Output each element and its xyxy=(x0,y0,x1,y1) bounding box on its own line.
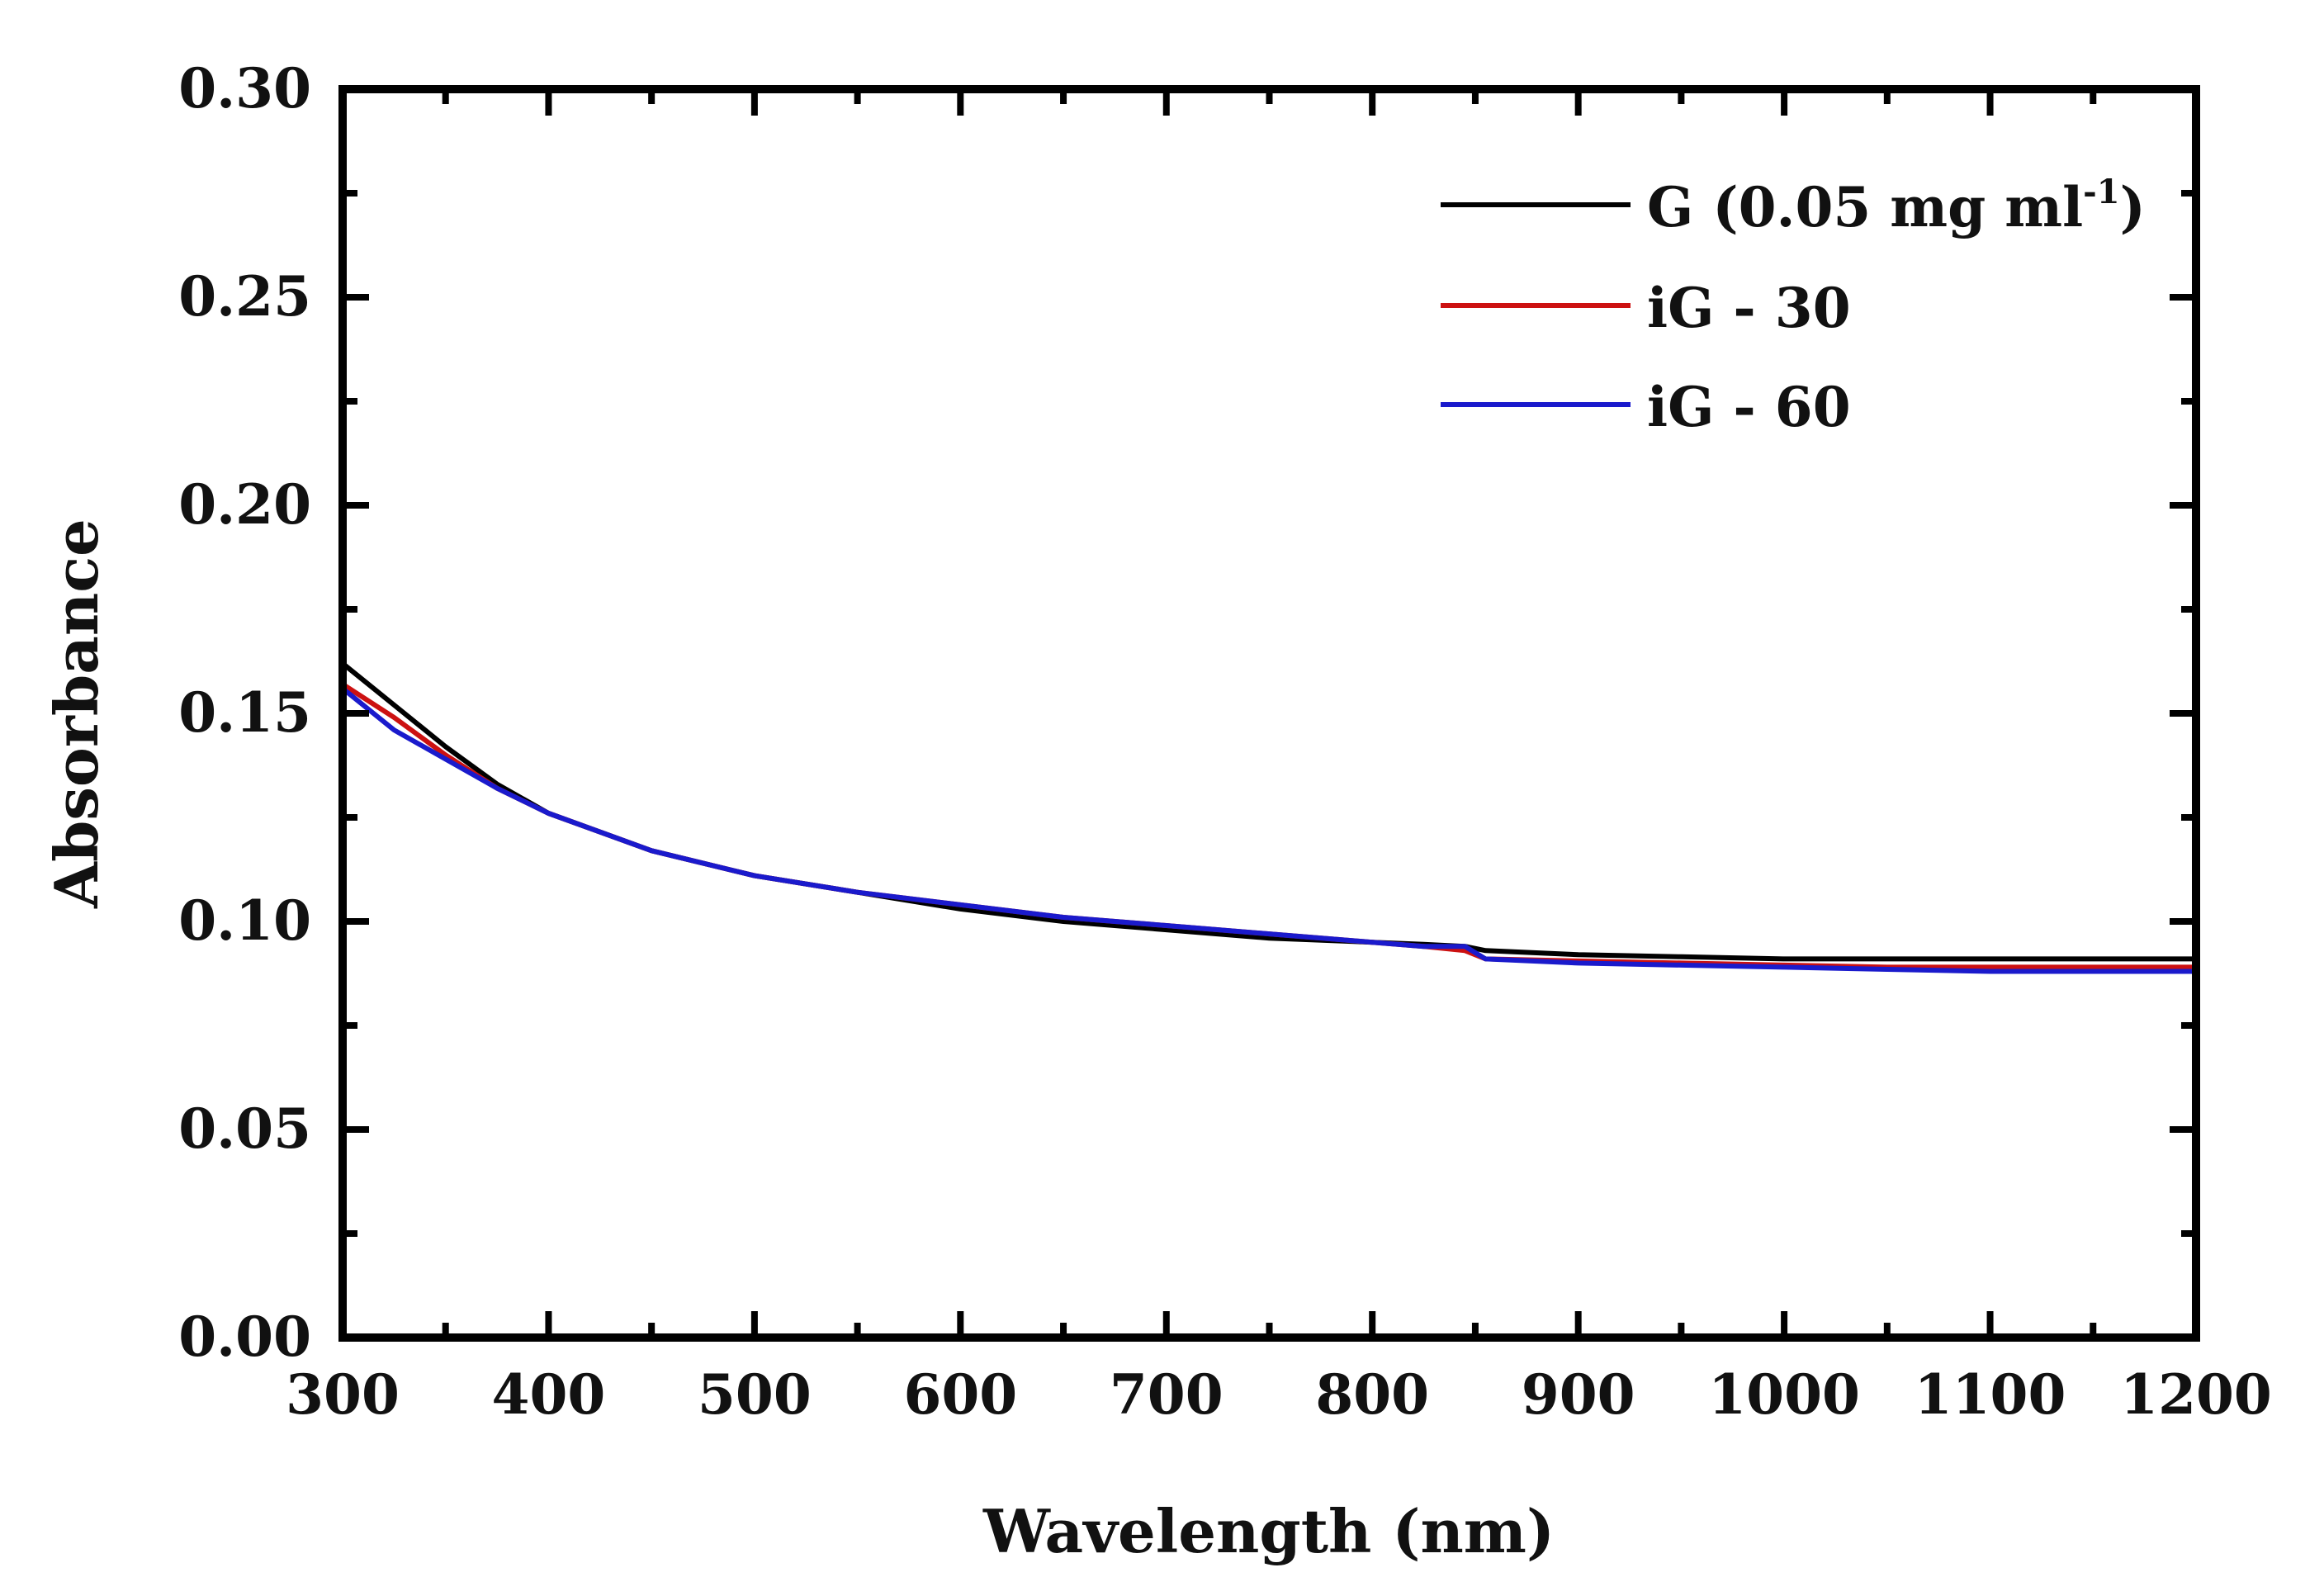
x-tick-label: 1000 xyxy=(1708,1362,1860,1427)
y-tick-label: 0.30 xyxy=(178,56,311,121)
legend-label-g: G (0.05 mg ml-1) xyxy=(1647,173,2146,239)
legend-label-g-sup: -1 xyxy=(2083,173,2119,211)
ticks-layer xyxy=(339,86,2199,1341)
legend: G (0.05 mg ml-1) iG - 30 iG - 60 xyxy=(1441,173,2146,439)
series-layer xyxy=(341,661,2196,974)
x-tick-labels: 300 400 500 600 700 800 900 1000 1100 1200 xyxy=(286,1362,2272,1427)
series-line-0 xyxy=(341,661,2196,962)
x-tick-label: 800 xyxy=(1315,1362,1429,1427)
y-tick-label: 0.20 xyxy=(178,472,311,537)
legend-label-ig30: iG - 30 xyxy=(1647,276,1851,340)
x-tick-label: 300 xyxy=(286,1362,400,1427)
x-tick-label: 1100 xyxy=(1915,1362,2066,1427)
y-tick-label: 0.25 xyxy=(178,264,311,329)
x-tick-label: 500 xyxy=(698,1362,812,1427)
y-tick-label: 0.10 xyxy=(178,888,311,953)
x-tick-label: 400 xyxy=(492,1362,606,1427)
y-axis-title: Absorbance xyxy=(41,519,111,909)
y-tick-label: 0.15 xyxy=(178,680,311,745)
x-tick-label: 900 xyxy=(1522,1362,1635,1427)
legend-label-ig60: iG - 60 xyxy=(1647,375,1851,439)
series-line-1 xyxy=(341,682,2196,970)
plot-frame xyxy=(338,85,2200,1342)
x-axis-title: Wavelength (nm) xyxy=(982,1496,1555,1566)
y-tick-labels: 0.00 0.05 0.10 0.15 0.20 0.25 0.30 xyxy=(178,56,311,1369)
legend-label-g-main: G (0.05 mg ml xyxy=(1647,175,2083,239)
legend-label-g-end: ) xyxy=(2120,175,2146,239)
series-line-2 xyxy=(341,686,2196,974)
y-tick-label: 0.00 xyxy=(178,1305,311,1369)
x-tick-label: 700 xyxy=(1110,1362,1224,1427)
x-tick-label: 1200 xyxy=(2120,1362,2272,1427)
y-tick-label: 0.05 xyxy=(178,1096,311,1161)
x-tick-label: 600 xyxy=(903,1362,1017,1427)
